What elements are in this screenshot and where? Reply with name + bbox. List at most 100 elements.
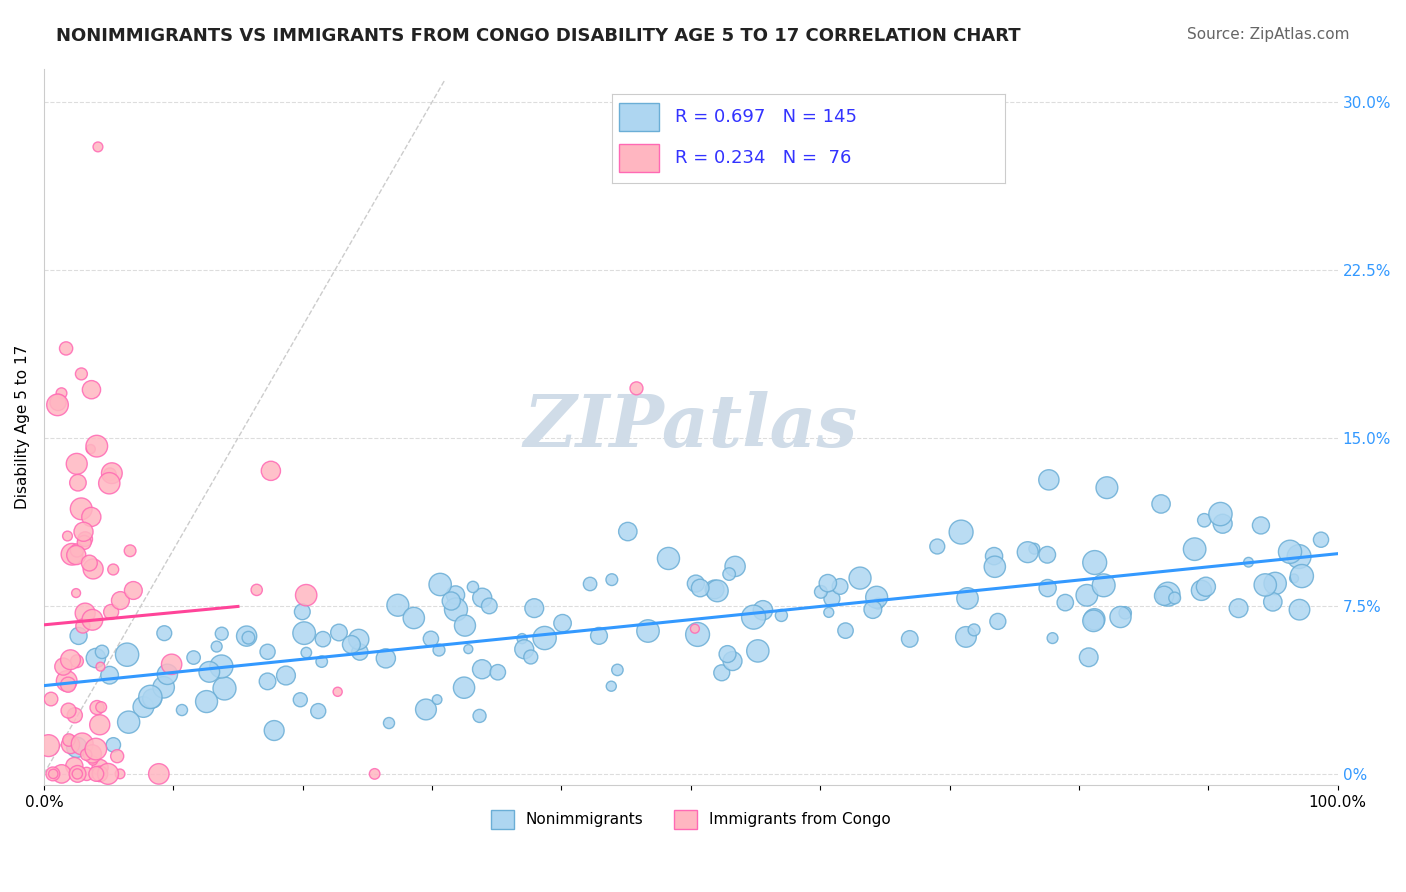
Point (637, 624, 659, 638)
Point (471, 662, 494, 676)
Point (963, 623, 986, 637)
Point (1077, 650, 1099, 665)
Point (84, 767, 107, 781)
Point (152, 681, 174, 695)
Point (478, 599, 501, 613)
Point (340, 638, 363, 652)
FancyBboxPatch shape (620, 103, 659, 131)
Point (98, 668, 121, 682)
Point (868, 597, 890, 611)
Point (689, 581, 711, 595)
Point (211, 626, 233, 640)
Point (444, 588, 467, 602)
Point (89, 760, 111, 774)
Point (950, 525, 973, 540)
Point (73, 535, 96, 549)
Point (1017, 545, 1039, 559)
Point (1038, 473, 1060, 487)
Point (66, 654, 89, 668)
Point (91, 645, 114, 659)
Point (148, 767, 170, 781)
Point (105, 749, 128, 764)
Point (79, 556, 101, 570)
Text: R = 0.234   N =  76: R = 0.234 N = 76 (675, 149, 851, 167)
Point (453, 681, 475, 695)
Point (108, 767, 131, 781)
Point (141, 691, 163, 706)
Text: NONIMMIGRANTS VS IMMIGRANTS FROM CONGO DISABILITY AGE 5 TO 17 CORRELATION CHART: NONIMMIGRANTS VS IMMIGRANTS FROM CONGO D… (56, 27, 1021, 45)
Point (626, 381, 648, 395)
Point (66, 543, 89, 558)
Point (1291, 569, 1313, 583)
Point (606, 663, 628, 677)
Point (59, 738, 82, 752)
Point (817, 606, 839, 620)
Point (1153, 589, 1175, 603)
Point (70, 367, 93, 381)
Point (1083, 612, 1105, 626)
Point (98, 467, 121, 482)
Point (579, 577, 602, 591)
Point (1163, 591, 1185, 605)
Point (110, 593, 132, 607)
Point (82, 562, 104, 576)
Point (46, 395, 69, 409)
Point (42, 767, 65, 781)
Point (214, 681, 236, 696)
Point (55, 342, 77, 356)
Point (1150, 497, 1173, 511)
Point (866, 591, 889, 605)
Point (955, 630, 977, 644)
Point (52, 659, 75, 673)
Point (1237, 555, 1260, 569)
Point (657, 551, 679, 566)
Point (290, 692, 312, 706)
Point (63, 708, 86, 723)
Point (89, 718, 111, 732)
Point (295, 646, 318, 660)
Point (706, 583, 728, 598)
Point (84, 742, 107, 756)
Point (183, 650, 205, 665)
Point (347, 632, 370, 647)
Point (58, 704, 80, 718)
Point (686, 627, 709, 641)
Point (76, 767, 98, 781)
Text: R = 0.697   N = 145: R = 0.697 N = 145 (675, 108, 856, 126)
Legend: Nonimmigrants, Immigrants from Congo: Nonimmigrants, Immigrants from Congo (485, 804, 897, 835)
Point (617, 524, 640, 539)
Point (326, 685, 349, 699)
Point (246, 582, 269, 597)
Point (486, 665, 509, 680)
Point (685, 576, 707, 591)
Point (1184, 542, 1206, 557)
Point (70, 737, 93, 751)
Point (956, 591, 979, 606)
Point (468, 709, 491, 723)
Point (533, 631, 555, 645)
Point (983, 549, 1005, 563)
Point (139, 690, 162, 704)
Point (198, 665, 221, 679)
Point (898, 632, 921, 646)
Point (1261, 595, 1284, 609)
Point (90, 700, 112, 714)
Point (551, 616, 574, 631)
Point (721, 654, 744, 668)
Text: ZIPatlas: ZIPatlas (523, 392, 858, 462)
Point (387, 599, 409, 613)
Point (429, 577, 451, 591)
Point (122, 583, 145, 598)
Point (363, 767, 385, 781)
Point (710, 665, 733, 680)
Point (46, 398, 69, 412)
Point (98, 476, 121, 491)
Point (66, 767, 89, 781)
Point (72, 524, 94, 539)
Point (1109, 610, 1132, 624)
Point (38, 739, 60, 753)
Point (100, 605, 122, 619)
Point (1209, 507, 1232, 521)
Point (1084, 556, 1107, 570)
Point (457, 642, 479, 657)
